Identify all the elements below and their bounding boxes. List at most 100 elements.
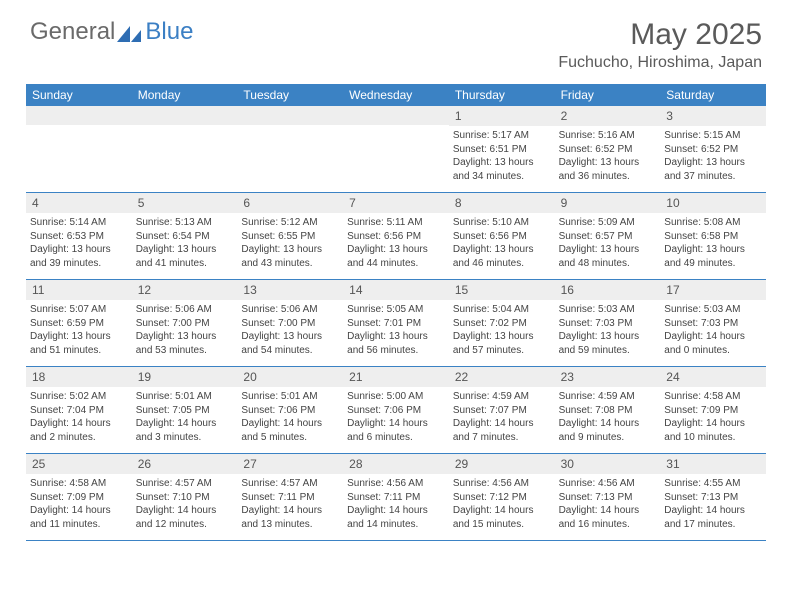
day-detail-line: Sunrise: 5:11 AM [347,216,445,230]
day-number: 17 [660,280,766,300]
day-detail-line: and 13 minutes. [241,518,339,532]
day-number: 26 [132,454,238,474]
day-detail-line: Daylight: 13 hours [30,330,128,344]
day-number: 8 [449,193,555,213]
day-number: 13 [237,280,343,300]
day-number: 23 [555,367,661,387]
day-detail-line: Sunset: 7:02 PM [453,317,551,331]
day-detail-line: and 14 minutes. [347,518,445,532]
day-number: 20 [237,367,343,387]
title-block: May 2025 Fuchucho, Hiroshima, Japan [558,18,762,72]
day-detail-line: Daylight: 13 hours [241,243,339,257]
day-detail-line: Sunset: 7:00 PM [136,317,234,331]
day-number [237,106,343,125]
day-cell: 29Sunrise: 4:56 AMSunset: 7:12 PMDayligh… [449,454,555,540]
day-number: 1 [449,106,555,126]
day-detail-line: Sunrise: 4:58 AM [664,390,762,404]
day-cell: 16Sunrise: 5:03 AMSunset: 7:03 PMDayligh… [555,280,661,366]
day-detail-line: Sunrise: 4:59 AM [453,390,551,404]
day-detail-line: Sunrise: 4:57 AM [136,477,234,491]
day-cell: 22 Sunrise: 4:59 AMSunset: 7:07 PMDayligh… [449,367,555,453]
day-number: 15 [449,280,555,300]
day-number: 12 [132,280,238,300]
day-detail-line: Sunrise: 4:56 AM [347,477,445,491]
day-number: 18 [26,367,132,387]
brand-sail-icon [117,23,143,41]
day-detail-line: Daylight: 14 hours [347,417,445,431]
day-cell [132,106,238,192]
day-detail-line: and 16 minutes. [559,518,657,532]
weekday-header: Saturday [660,84,766,106]
day-detail-line: Daylight: 13 hours [30,243,128,257]
day-detail-line: Sunrise: 5:09 AM [559,216,657,230]
day-detail-line: Daylight: 14 hours [136,417,234,431]
day-detail-line: Daylight: 14 hours [559,504,657,518]
day-detail-line: and 37 minutes. [664,170,762,184]
day-detail-line: Sunrise: 5:14 AM [30,216,128,230]
day-cell: 26Sunrise: 4:57 AMSunset: 7:10 PMDayligh… [132,454,238,540]
day-number: 2 [555,106,661,126]
day-cell: 9Sunrise: 5:09 AMSunset: 6:57 PMDaylight… [555,193,661,279]
day-number: 28 [343,454,449,474]
day-detail-line: and 53 minutes. [136,344,234,358]
day-number: 22 [449,367,555,387]
day-number: 21 [343,367,449,387]
day-number: 24 [660,367,766,387]
location-label: Fuchucho, Hiroshima, Japan [558,54,762,72]
day-detail-line: Sunset: 6:58 PM [664,230,762,244]
calendar: Sunday Monday Tuesday Wednesday Thursday… [26,84,766,541]
day-detail-line: Daylight: 13 hours [559,243,657,257]
day-cell: 3Sunrise: 5:15 AMSunset: 6:52 PMDaylight… [660,106,766,192]
day-detail-line: and 9 minutes. [559,431,657,445]
day-detail-line: Sunrise: 5:00 AM [347,390,445,404]
day-detail-line: Sunrise: 5:03 AM [664,303,762,317]
day-detail-line: Sunrise: 5:12 AM [241,216,339,230]
day-cell [26,106,132,192]
day-detail-line: Sunrise: 5:13 AM [136,216,234,230]
month-title: May 2025 [558,18,762,52]
day-cell: 4Sunrise: 5:14 AMSunset: 6:53 PMDaylight… [26,193,132,279]
day-detail-line: and 51 minutes. [30,344,128,358]
day-detail-line: Daylight: 13 hours [559,156,657,170]
weekday-header: Sunday [26,84,132,106]
day-detail-line: Sunset: 6:56 PM [453,230,551,244]
day-detail-line: Daylight: 14 hours [453,417,551,431]
day-detail-line: Sunset: 7:12 PM [453,491,551,505]
day-detail-line: and 59 minutes. [559,344,657,358]
day-number: 29 [449,454,555,474]
day-detail-line: Sunset: 7:10 PM [136,491,234,505]
day-detail-line: Sunrise: 4:58 AM [30,477,128,491]
day-detail-line: Sunrise: 4:57 AM [241,477,339,491]
day-detail-line: and 0 minutes. [664,344,762,358]
brand-logo: General Blue [30,18,193,46]
day-detail-line: Sunset: 7:07 PM [453,404,551,418]
day-detail-line: and 7 minutes. [453,431,551,445]
day-detail-line: Sunset: 7:05 PM [136,404,234,418]
day-detail-line: Daylight: 14 hours [30,417,128,431]
day-detail-line: and 34 minutes. [453,170,551,184]
day-number: 25 [26,454,132,474]
day-detail-line: Daylight: 13 hours [241,330,339,344]
day-detail-line: Sunset: 6:52 PM [559,143,657,157]
day-detail-line: Daylight: 13 hours [559,330,657,344]
day-detail-line: Sunrise: 5:06 AM [136,303,234,317]
day-detail-line: Sunset: 7:09 PM [664,404,762,418]
day-detail-line: Sunset: 7:03 PM [664,317,762,331]
day-detail-line: Sunrise: 4:59 AM [559,390,657,404]
day-number: 16 [555,280,661,300]
day-cell: 18Sunrise: 5:02 AMSunset: 7:04 PMDayligh… [26,367,132,453]
day-detail-line: Daylight: 14 hours [241,504,339,518]
day-number [343,106,449,125]
week-row: 18Sunrise: 5:02 AMSunset: 7:04 PMDayligh… [26,367,766,454]
day-detail-line: and 12 minutes. [136,518,234,532]
day-detail-line: Daylight: 14 hours [347,504,445,518]
day-detail-line: Sunset: 6:53 PM [30,230,128,244]
day-detail-line: Sunrise: 5:01 AM [136,390,234,404]
day-cell: 12Sunrise: 5:06 AMSunset: 7:00 PMDayligh… [132,280,238,366]
day-detail-line: and 57 minutes. [453,344,551,358]
day-cell: 27Sunrise: 4:57 AMSunset: 7:11 PMDayligh… [237,454,343,540]
day-detail-line: and 44 minutes. [347,257,445,271]
day-detail-line: Sunset: 7:03 PM [559,317,657,331]
day-detail-line: Sunrise: 5:06 AM [241,303,339,317]
day-detail-line: and 49 minutes. [664,257,762,271]
